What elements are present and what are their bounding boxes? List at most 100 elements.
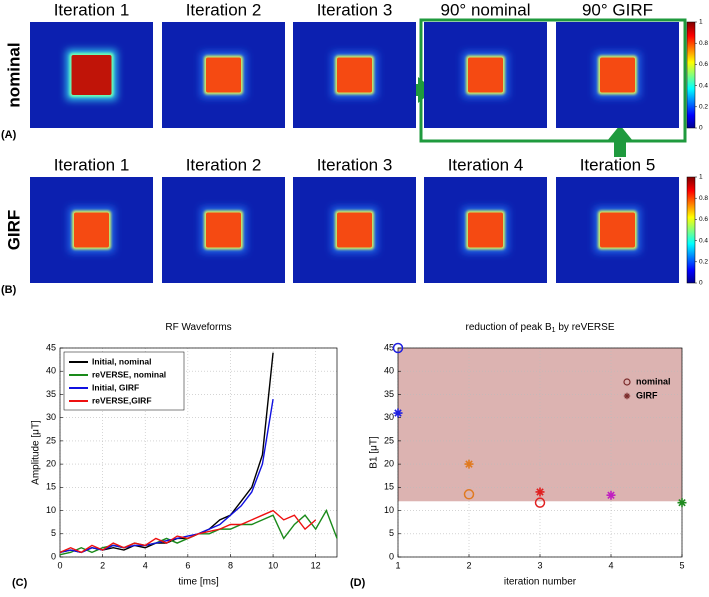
colorbar-tick-label: 1 xyxy=(699,174,703,181)
panel-label: (A) xyxy=(1,129,17,141)
y-tick-label: 20 xyxy=(384,458,394,468)
point xyxy=(606,490,616,500)
image-square xyxy=(337,57,372,93)
image-title: Iteration 2 xyxy=(186,0,262,19)
x-tick-label: 1 xyxy=(395,560,400,570)
colorbar xyxy=(686,176,696,284)
y-tick-label: 5 xyxy=(389,528,394,538)
y-tick-label: 45 xyxy=(46,342,56,352)
chart-title: reduction of peak B1 by reVERSE xyxy=(466,322,615,334)
colorbar-tick-label: 0.2 xyxy=(699,259,708,266)
image-square xyxy=(206,57,241,93)
x-tick-label: 6 xyxy=(185,560,190,570)
x-tick-label: 0 xyxy=(57,560,62,570)
point xyxy=(534,497,546,508)
colorbar xyxy=(686,21,696,129)
y-tick-label: 40 xyxy=(384,366,394,376)
legend-label: GIRF xyxy=(636,390,658,400)
y-tick-label: 25 xyxy=(384,435,394,445)
x-tick-label: 12 xyxy=(311,560,321,570)
colorbar-tick-label: 0.4 xyxy=(699,82,708,89)
image-title: Iteration 3 xyxy=(317,155,393,174)
y-tick-label: 15 xyxy=(384,482,394,492)
y-tick-label: 30 xyxy=(384,412,394,422)
x-tick-label: 5 xyxy=(679,560,684,570)
image-title: Iteration 1 xyxy=(54,155,130,174)
image-square xyxy=(74,212,109,248)
legend-label: reVERSE, nominal xyxy=(92,369,166,379)
image-title: 90° GIRF xyxy=(582,0,653,19)
image-title: Iteration 5 xyxy=(580,155,656,174)
legend-label: Initial, GIRF xyxy=(92,382,139,392)
chart-title-subscript: 1 xyxy=(552,327,556,334)
image-title: Iteration 1 xyxy=(54,0,130,19)
colorbar-tick-label: 0 xyxy=(699,125,703,132)
x-tick-label: 8 xyxy=(228,560,233,570)
image-square xyxy=(468,212,503,248)
image-square xyxy=(600,57,635,93)
image-title: 90° nominal xyxy=(441,0,531,19)
y-tick-label: 30 xyxy=(46,412,56,422)
image-square xyxy=(600,212,635,248)
x-tick-label: 4 xyxy=(143,560,148,570)
image-square xyxy=(337,212,372,248)
panel-label: (B) xyxy=(1,284,17,296)
y-tick-label: 35 xyxy=(384,389,394,399)
legend-marker xyxy=(623,392,631,400)
colorbar-tick-label: 0 xyxy=(699,280,703,287)
x-tick-label: 3 xyxy=(537,560,542,570)
point xyxy=(464,459,474,469)
image-title: Iteration 4 xyxy=(448,155,524,174)
plot-frame xyxy=(397,347,683,558)
chart-title-text: RF Waveforms xyxy=(165,322,231,333)
plot-frame xyxy=(59,347,338,558)
series-line xyxy=(59,509,317,554)
y-tick-label: 35 xyxy=(46,389,56,399)
chart-title-text: reduction of peak B xyxy=(466,322,552,333)
y-tick-label: 10 xyxy=(384,505,394,515)
x-axis-label: time [ms] xyxy=(178,577,219,588)
colorbar-tick-label: 0.8 xyxy=(699,40,708,47)
y-tick-label: 45 xyxy=(384,342,394,352)
y-tick-label: 40 xyxy=(46,366,56,376)
arrow-up xyxy=(607,125,633,157)
y-axis-label: B1 [μT] xyxy=(369,436,380,469)
image-square xyxy=(468,57,503,93)
point xyxy=(463,489,475,500)
chart-title-suffix: by reVERSE xyxy=(556,322,615,333)
point xyxy=(392,342,404,354)
colorbar-tick-label: 0.2 xyxy=(699,104,708,111)
series-line xyxy=(59,398,274,554)
y-tick-label: 0 xyxy=(51,551,56,561)
y-tick-label: 5 xyxy=(51,528,56,538)
colorbar-tick-label: 0.6 xyxy=(699,216,708,223)
x-axis-label: iteration number xyxy=(504,577,577,588)
image-title: Iteration 2 xyxy=(186,155,262,174)
legend-label: nominal xyxy=(636,376,671,386)
colorbar-tick-label: 1 xyxy=(699,19,703,26)
colorbar-tick-label: 0.4 xyxy=(699,237,708,244)
shaded-band xyxy=(398,348,682,502)
legend-label: Initial, nominal xyxy=(92,356,152,366)
legend-marker xyxy=(623,378,631,386)
image-title: Iteration 3 xyxy=(317,0,393,19)
point xyxy=(677,498,687,508)
y-tick-label: 25 xyxy=(46,435,56,445)
colorbar-tick-label: 0.8 xyxy=(699,195,708,202)
y-tick-label: 0 xyxy=(389,551,394,561)
legend-label: reVERSE,GIRF xyxy=(92,395,152,405)
row-label: GIRF xyxy=(4,210,23,251)
panel-label: (C) xyxy=(12,577,28,589)
panel-label: (D) xyxy=(350,577,366,589)
x-tick-label: 2 xyxy=(466,560,471,570)
point xyxy=(535,487,545,497)
point xyxy=(393,408,403,418)
y-tick-label: 20 xyxy=(46,458,56,468)
image-square xyxy=(71,55,112,95)
x-tick-label: 4 xyxy=(608,560,613,570)
colorbar-tick-label: 0.6 xyxy=(699,61,708,68)
row-label: nominal xyxy=(4,42,23,107)
chart-title: RF Waveforms xyxy=(165,322,231,333)
y-tick-label: 10 xyxy=(46,505,56,515)
